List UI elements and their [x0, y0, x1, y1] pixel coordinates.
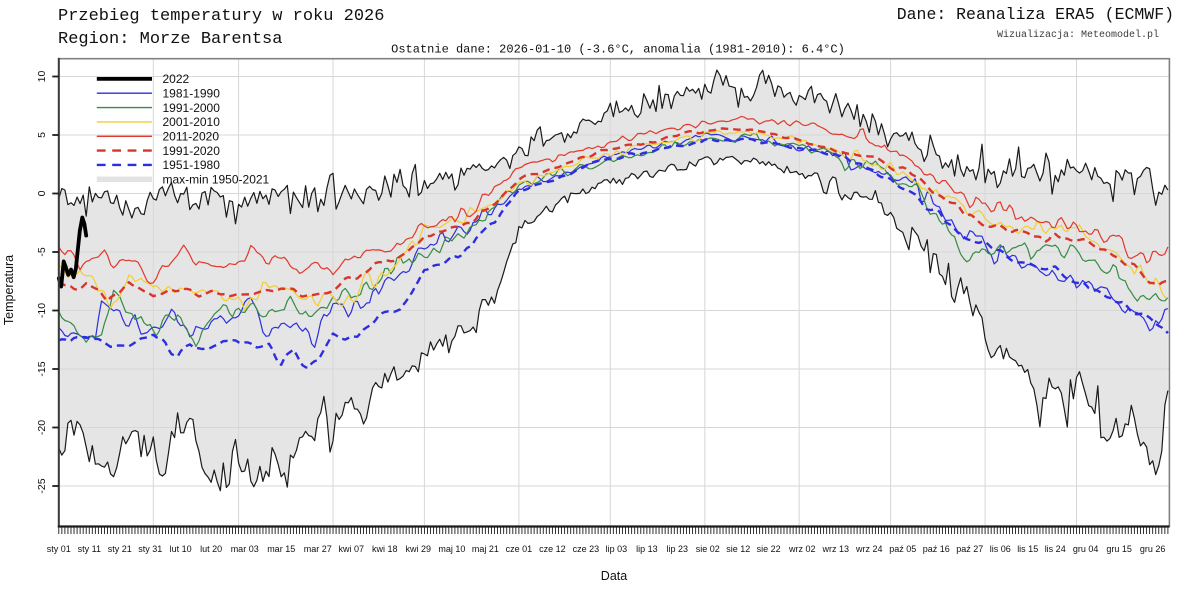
svg-text:maj 21: maj 21: [472, 544, 499, 554]
svg-text:1981-1990: 1981-1990: [163, 86, 221, 100]
svg-text:mar 03: mar 03: [231, 544, 259, 554]
svg-text:Ostatnie dane: 2026-01-10 (-3.: Ostatnie dane: 2026-01-10 (-3.6°C, anoma…: [391, 43, 845, 57]
svg-text:wrz 24: wrz 24: [855, 544, 883, 554]
svg-text:1991-2020: 1991-2020: [163, 144, 221, 158]
svg-text:2022: 2022: [163, 72, 190, 86]
svg-text:gru 15: gru 15: [1106, 544, 1132, 554]
svg-text:cze 01: cze 01: [506, 544, 533, 554]
svg-text:paź 27: paź 27: [956, 544, 983, 554]
svg-text:lip 13: lip 13: [636, 544, 658, 554]
svg-text:paź 16: paź 16: [923, 544, 950, 554]
svg-text:maj 10: maj 10: [438, 544, 465, 554]
svg-text:wrz 02: wrz 02: [788, 544, 816, 554]
svg-text:gru 26: gru 26: [1140, 544, 1166, 554]
svg-text:lut 10: lut 10: [170, 544, 192, 554]
svg-text:-10: -10: [36, 303, 48, 318]
svg-text:Wizualizacja: Meteomodel.pl: Wizualizacja: Meteomodel.pl: [997, 29, 1159, 41]
svg-text:sty 31: sty 31: [138, 544, 162, 554]
svg-text:lis 06: lis 06: [990, 544, 1011, 554]
svg-text:-25: -25: [36, 478, 48, 493]
svg-text:2001-2010: 2001-2010: [163, 115, 221, 129]
svg-text:0: 0: [36, 190, 48, 196]
svg-text:cze 12: cze 12: [539, 544, 566, 554]
svg-text:-20: -20: [36, 420, 48, 435]
svg-text:-5: -5: [36, 247, 48, 256]
svg-text:mar 15: mar 15: [267, 544, 295, 554]
svg-text:lip 03: lip 03: [606, 544, 628, 554]
svg-text:kwi 07: kwi 07: [339, 544, 365, 554]
svg-text:kwi 29: kwi 29: [406, 544, 432, 554]
svg-text:wrz 13: wrz 13: [822, 544, 850, 554]
svg-text:Temperatura: Temperatura: [2, 255, 16, 325]
svg-text:10: 10: [36, 71, 48, 83]
svg-text:sty 01: sty 01: [47, 544, 71, 554]
svg-text:1991-2000: 1991-2000: [163, 101, 221, 115]
svg-text:cze 23: cze 23: [573, 544, 600, 554]
svg-text:2011-2020: 2011-2020: [163, 130, 220, 144]
svg-text:sie 02: sie 02: [696, 544, 720, 554]
svg-text:lis 24: lis 24: [1045, 544, 1066, 554]
svg-text:kwi 18: kwi 18: [372, 544, 398, 554]
svg-text:sty 21: sty 21: [108, 544, 132, 554]
svg-text:mar 27: mar 27: [304, 544, 332, 554]
svg-text:Przebieg temperatury w roku 20: Przebieg temperatury w roku 2026: [58, 7, 384, 26]
svg-text:Dane: Reanaliza ERA5 (ECMWF): Dane: Reanaliza ERA5 (ECMWF): [897, 5, 1174, 24]
svg-text:lut 20: lut 20: [200, 544, 222, 554]
svg-text:lis 15: lis 15: [1017, 544, 1038, 554]
svg-text:5: 5: [36, 132, 48, 138]
svg-text:1951-1980: 1951-1980: [163, 158, 221, 172]
svg-text:max-min 1950-2021: max-min 1950-2021: [163, 173, 270, 187]
svg-text:lip 23: lip 23: [667, 544, 689, 554]
svg-text:-15: -15: [36, 361, 48, 376]
svg-text:Region: Morze Barentsa: Region: Morze Barentsa: [58, 30, 282, 49]
svg-text:Data: Data: [601, 569, 627, 583]
svg-text:sie 12: sie 12: [726, 544, 750, 554]
svg-text:sty 11: sty 11: [78, 544, 101, 554]
svg-text:sie 22: sie 22: [757, 544, 781, 554]
svg-text:paź 05: paź 05: [889, 544, 916, 554]
svg-text:gru 04: gru 04: [1073, 544, 1099, 554]
